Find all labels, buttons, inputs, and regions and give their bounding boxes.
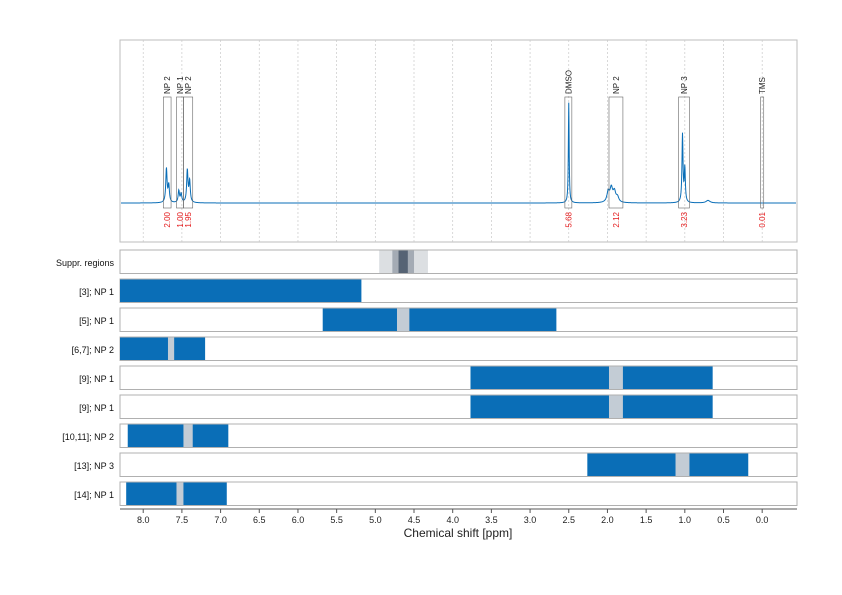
x-tick-label: 2.0 <box>601 515 614 525</box>
row-gap-2 <box>167 337 175 360</box>
row-bar-4 <box>470 395 713 418</box>
row-bar-1 <box>322 308 557 331</box>
signal-box-2 <box>183 96 194 209</box>
signal-integral-6: 0.01 <box>758 211 767 227</box>
x-tick-label: 2.5 <box>562 515 575 525</box>
row-bar-6 <box>587 453 749 476</box>
row-label-3: [9]; NP 1 <box>79 374 114 384</box>
row-gap-1 <box>396 308 410 331</box>
row-bar-0 <box>120 279 362 302</box>
row-frame-2 <box>119 336 798 361</box>
row-bar-3 <box>470 366 713 389</box>
row-label-6: [13]; NP 3 <box>74 461 114 471</box>
row-gap-5 <box>183 424 193 447</box>
signal-label-5: NP 3 <box>680 76 689 94</box>
x-tick-label: 3.0 <box>524 515 537 525</box>
signal-label-0: NP 2 <box>163 76 172 94</box>
signal-integral-5: 3.23 <box>680 211 689 227</box>
signal-box-0 <box>163 96 172 209</box>
row-bar-5 <box>127 424 229 447</box>
x-tick-label: 4.0 <box>446 515 459 525</box>
x-tick-label: 0.0 <box>756 515 769 525</box>
signal-box-6 <box>760 96 765 209</box>
row-label-4: [9]; NP 1 <box>79 403 114 413</box>
x-tick-label: 6.5 <box>253 515 266 525</box>
x-tick-label: 5.5 <box>330 515 343 525</box>
signal-label-3: DMSO <box>564 70 573 94</box>
row-gap-7 <box>176 482 184 505</box>
signal-integral-0: 2.00 <box>163 211 172 227</box>
spectrum-line <box>121 102 796 204</box>
row-label-1: [5]; NP 1 <box>79 316 114 326</box>
row-frame-7 <box>119 481 798 506</box>
x-tick-label: 5.0 <box>369 515 382 525</box>
x-axis-label: Chemical shift [ppm] <box>404 526 513 540</box>
row-frame-5 <box>119 423 798 448</box>
x-tick-label: 6.0 <box>292 515 305 525</box>
x-tick-label: 3.5 <box>485 515 498 525</box>
row-gap-6 <box>675 453 690 476</box>
spectrum-frame <box>119 39 798 243</box>
x-tick-label: 7.0 <box>214 515 227 525</box>
row-label-7: [14]; NP 1 <box>74 490 114 500</box>
x-axis: 8.0 7.5 7.0 6.5 6.0 5.5 5.0 4.5 4.0 3.5 3.0 2.5 2.0 1… <box>120 508 797 525</box>
x-tick-label: 1.5 <box>640 515 653 525</box>
signal-label-1: NP 1 <box>176 76 185 94</box>
signal-integral-2: 1.95 <box>184 211 193 227</box>
x-tick-label: 0.5 <box>717 515 730 525</box>
row-label-2: [6,7]; NP 2 <box>72 345 114 355</box>
signal-integral-3: 5.68 <box>564 211 573 227</box>
x-tick-label: 7.5 <box>176 515 189 525</box>
x-tick-label: 8.0 <box>137 515 150 525</box>
row-label-0: [3]; NP 1 <box>79 287 114 297</box>
signal-label-6: TMS <box>758 77 767 94</box>
row-bar-2 <box>120 337 206 360</box>
signal-label-2: NP 2 <box>184 76 193 94</box>
x-tick-label: 4.5 <box>408 515 421 525</box>
assignment-rows-panel: Suppr. regions [3]; NP 1 [5]; NP 1 [6,7]; N… <box>56 249 798 506</box>
row-gap-4 <box>608 395 623 418</box>
row-gap-3 <box>608 366 623 389</box>
signal-box-3 <box>564 96 573 209</box>
suppr-row-frame <box>119 249 798 274</box>
signal-label-4: NP 2 <box>612 76 621 94</box>
signal-box-4 <box>608 96 624 209</box>
signal-box-5 <box>678 96 690 209</box>
suppr-row-label: Suppr. regions <box>56 258 115 268</box>
signal-integral-1: 1.00 <box>176 211 185 227</box>
spectrum-panel: NP 2 2.00 NP 1 1.00 NP 2 1.95 DMSO 5.68 NP 2 2.12… <box>119 39 798 243</box>
suppressed-band-2 <box>398 250 408 273</box>
x-tick-label: 1.0 <box>679 515 692 525</box>
row-label-5: [10,11]; NP 2 <box>62 432 114 442</box>
signal-integral-4: 2.12 <box>612 211 621 227</box>
